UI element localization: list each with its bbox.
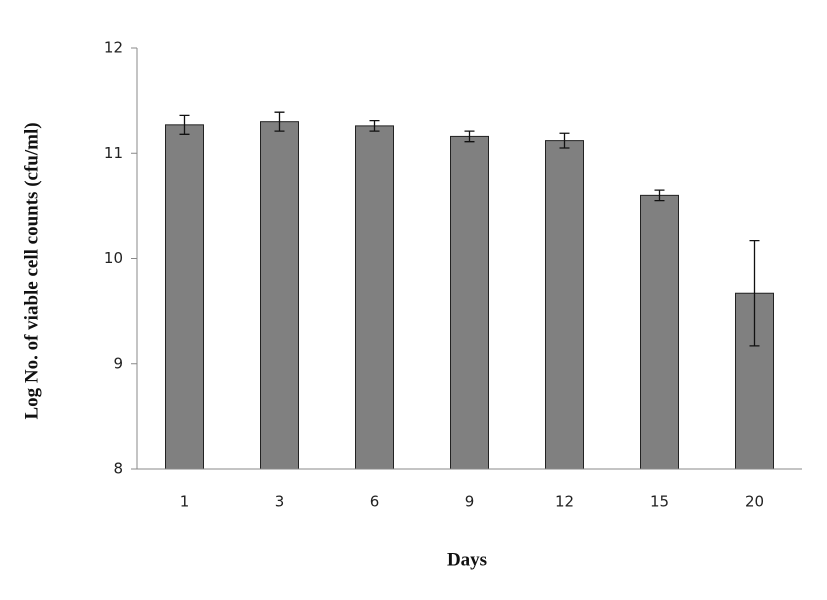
bar [355,125,394,470]
x-axis-title: Days [447,549,487,570]
y-tick-label: 9 [113,354,123,372]
x-tick-label: 3 [275,493,285,511]
x-tick-label: 12 [555,493,574,511]
y-tick-label: 11 [104,144,123,162]
bar [450,135,489,470]
error-bar [654,189,665,202]
y-axis-title: Log No. of viable cell counts (cfu/ml) [21,122,42,419]
bar [260,121,299,470]
y-tick-label: 10 [104,249,123,267]
error-bar [179,114,190,135]
error-bar [464,130,475,143]
bar [545,140,584,470]
x-tick-label: 15 [650,493,669,511]
bar [640,194,679,470]
x-tick-label: 1 [180,493,190,511]
x-tick-label: 9 [465,493,475,511]
x-tick-label: 20 [745,493,764,511]
error-bar [559,132,570,149]
x-tick-label: 6 [370,493,380,511]
error-bar [749,239,760,347]
bar [165,124,204,470]
error-bar [369,119,380,132]
error-bar [274,111,285,132]
y-tick-label: 12 [104,39,123,57]
y-tick-label: 8 [113,460,123,478]
